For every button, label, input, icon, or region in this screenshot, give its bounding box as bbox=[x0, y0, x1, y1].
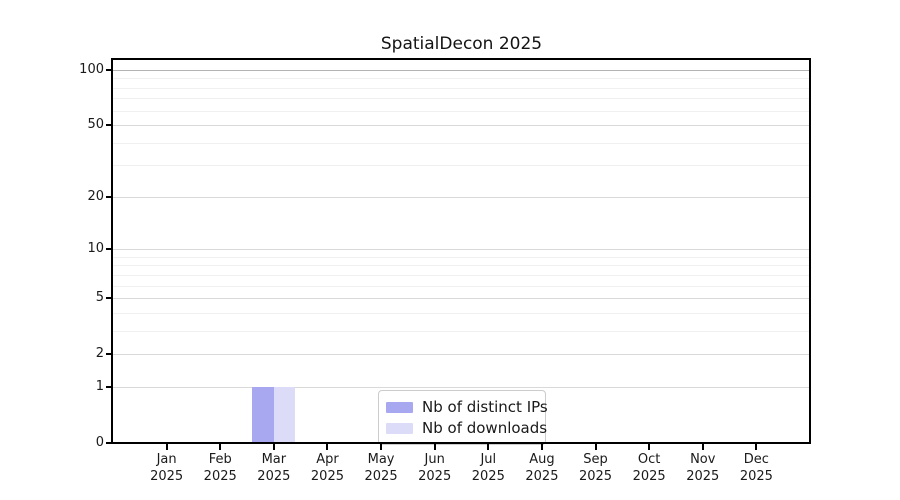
bar-nb-of-distinct-ips bbox=[252, 386, 274, 443]
x-tick-year: 2025 bbox=[310, 469, 344, 484]
x-tick-year: 2025 bbox=[739, 469, 773, 484]
x-tick-month: Dec bbox=[743, 452, 769, 467]
x-tick-year: 2025 bbox=[203, 469, 237, 484]
legend: Nb of distinct IPs Nb of downloads bbox=[378, 390, 548, 445]
gridline-minor bbox=[113, 87, 810, 89]
chart-title: SpatialDecon 2025 bbox=[380, 34, 543, 54]
x-tick-month: Oct bbox=[637, 452, 661, 467]
legend-swatch-downloads bbox=[386, 422, 413, 434]
y-tick-label: 50 bbox=[87, 117, 104, 133]
x-tick-mark bbox=[380, 444, 383, 450]
x-tick-year: 2025 bbox=[471, 469, 505, 484]
x-tick-month: Feb bbox=[208, 452, 232, 467]
gridline-minor bbox=[113, 98, 810, 100]
x-tick-mark bbox=[219, 444, 222, 450]
y-tick-mark bbox=[106, 385, 112, 388]
x-tick-year: 2025 bbox=[150, 469, 184, 484]
y-tick-mark bbox=[106, 297, 112, 300]
y-tick-label: 20 bbox=[87, 188, 104, 204]
y-tick-mark bbox=[106, 69, 112, 71]
gridline-major bbox=[113, 125, 810, 127]
bar-nb-of-downloads bbox=[273, 386, 296, 443]
gridline-minor bbox=[113, 256, 810, 258]
y-tick-label: 5 bbox=[95, 290, 104, 306]
x-tick-month: Jul bbox=[480, 452, 497, 467]
x-tick-month: Aug bbox=[529, 452, 555, 467]
gridline-minor bbox=[113, 312, 810, 314]
y-tick-label: 2 bbox=[95, 346, 104, 362]
x-tick-month: Mar bbox=[261, 452, 287, 467]
legend-swatch-distinct-ips bbox=[386, 401, 413, 413]
x-tick-month: Nov bbox=[690, 452, 716, 467]
legend-item-downloads: Nb of downloads bbox=[386, 419, 547, 437]
gridline-major bbox=[113, 298, 810, 300]
gridline-minor bbox=[113, 265, 810, 267]
x-tick-label: Jul 2025 bbox=[456, 451, 520, 485]
x-tick-year: 2025 bbox=[364, 469, 398, 484]
x-tick-label: Nov 2025 bbox=[671, 451, 735, 485]
x-tick-mark bbox=[487, 444, 490, 450]
x-tick-mark bbox=[272, 444, 275, 450]
x-tick-label: Aug 2025 bbox=[510, 451, 574, 485]
x-tick-year: 2025 bbox=[418, 469, 452, 484]
y-tick-mark bbox=[106, 248, 112, 251]
gridline-minor bbox=[113, 285, 810, 287]
x-tick-month: Apr bbox=[316, 452, 339, 467]
legend-label-downloads: Nb of downloads bbox=[422, 419, 548, 437]
y-tick-label: 10 bbox=[87, 241, 104, 257]
gridline-minor bbox=[113, 110, 810, 112]
y-tick-label: 0 bbox=[95, 435, 104, 450]
legend-item-distinct-ips: Nb of distinct IPs bbox=[386, 398, 548, 416]
gridline-minor bbox=[113, 78, 810, 80]
x-tick-year: 2025 bbox=[525, 469, 559, 484]
y-tick-mark bbox=[106, 195, 112, 198]
x-tick-month: Sep bbox=[583, 452, 608, 467]
gridline-major bbox=[113, 70, 810, 71]
gridline-major bbox=[113, 386, 810, 388]
x-tick-label: Jun 2025 bbox=[403, 451, 467, 485]
y-tick-label: 1 bbox=[95, 378, 104, 394]
x-tick-month: May bbox=[367, 452, 395, 467]
x-tick-mark bbox=[326, 444, 329, 450]
gridline-major bbox=[113, 249, 810, 251]
y-tick-label: 100 bbox=[79, 62, 104, 77]
x-tick-year: 2025 bbox=[257, 469, 291, 484]
y-tick-mark bbox=[106, 442, 112, 444]
x-tick-mark bbox=[540, 444, 543, 450]
x-tick-label: Sep 2025 bbox=[564, 451, 628, 485]
x-tick-label: Jan 2025 bbox=[135, 451, 199, 485]
x-tick-mark bbox=[755, 444, 758, 450]
x-tick-label: Mar 2025 bbox=[242, 451, 306, 485]
y-tick-mark bbox=[106, 353, 112, 356]
gridline-major bbox=[113, 196, 810, 198]
legend-label-distinct-ips: Nb of distinct IPs bbox=[422, 398, 548, 416]
y-tick-mark bbox=[106, 124, 112, 127]
x-tick-mark bbox=[594, 444, 597, 450]
x-tick-year: 2025 bbox=[686, 469, 720, 484]
x-tick-month: Jan bbox=[156, 452, 177, 467]
gridline-major bbox=[113, 354, 810, 356]
x-tick-mark bbox=[433, 444, 436, 450]
gridline-minor bbox=[113, 330, 810, 332]
x-tick-mark bbox=[648, 444, 651, 450]
gridline-minor bbox=[113, 274, 810, 276]
x-tick-label: Oct 2025 bbox=[617, 451, 681, 485]
gridline-minor bbox=[113, 142, 810, 144]
x-tick-month: Jun bbox=[424, 452, 445, 467]
plot-area: Nb of distinct IPs Nb of downloads bbox=[113, 60, 810, 445]
x-tick-label: Apr 2025 bbox=[295, 451, 359, 485]
x-tick-year: 2025 bbox=[632, 469, 666, 484]
x-tick-year: 2025 bbox=[578, 469, 613, 484]
x-tick-label: Feb 2025 bbox=[188, 451, 252, 485]
x-tick-mark bbox=[701, 444, 704, 450]
x-tick-label: Dec 2025 bbox=[724, 451, 788, 485]
x-tick-mark bbox=[165, 444, 168, 450]
gridline-minor bbox=[113, 165, 810, 167]
x-tick-label: May 2025 bbox=[349, 451, 413, 485]
